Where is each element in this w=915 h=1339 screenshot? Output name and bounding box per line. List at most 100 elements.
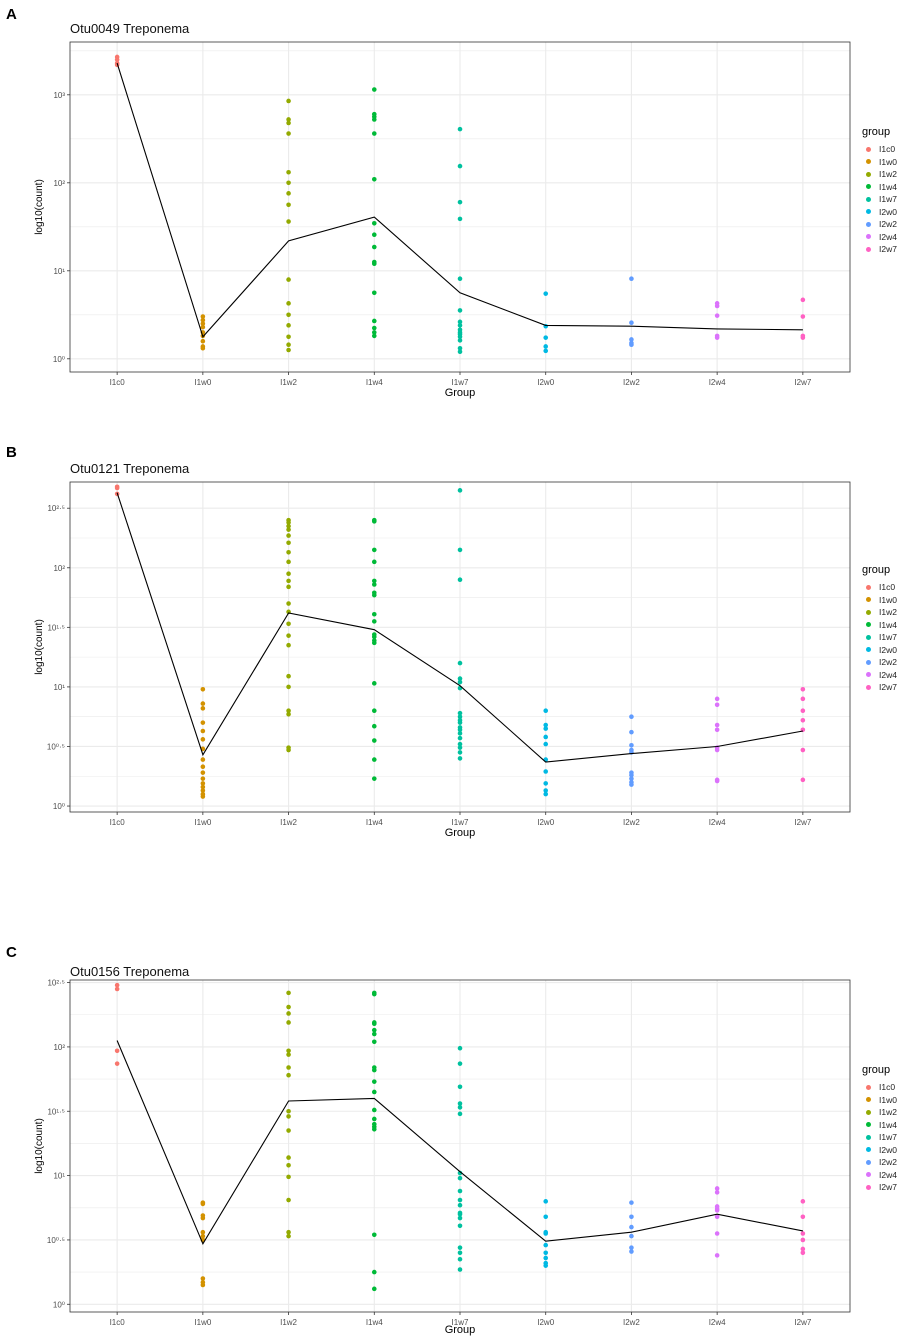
data-point	[629, 742, 634, 748]
legend-key	[866, 622, 871, 628]
legend-item: I2w7	[862, 1181, 897, 1194]
data-point	[714, 702, 720, 708]
x-tick-label: I1w7	[452, 818, 469, 827]
legend-label: I1w4	[879, 1119, 897, 1130]
data-point	[457, 1175, 463, 1181]
x-tick-label: I1w4	[366, 818, 383, 827]
legend-item: I1w7	[862, 1131, 897, 1144]
data-point	[286, 219, 291, 224]
data-point	[714, 727, 720, 733]
data-point	[457, 727, 463, 733]
legend-label: I2w0	[879, 1144, 897, 1155]
legend-key	[866, 196, 871, 202]
data-point	[200, 1276, 206, 1281]
data-point	[543, 741, 549, 747]
legend-label: I2w2	[879, 657, 897, 668]
data-point	[200, 784, 206, 790]
legend-key	[866, 1134, 871, 1140]
legend-item: I1c0	[862, 143, 897, 156]
data-point	[457, 735, 463, 741]
x-axis-title: Group	[445, 387, 476, 399]
data-point	[114, 986, 120, 992]
legend: group I1c0 I1w0 I1w2 I1w4 I1w7 I2w0 I2w2 I2w4 I2…	[862, 1064, 897, 1194]
data-point	[457, 1215, 463, 1221]
data-point	[286, 549, 291, 555]
data-point	[286, 323, 291, 328]
data-point	[800, 1214, 806, 1220]
data-point	[200, 338, 206, 344]
data-point	[714, 303, 720, 309]
data-point	[371, 261, 377, 267]
y-tick-label: 10²	[53, 1043, 65, 1052]
legend-label: I2w7	[879, 244, 897, 255]
chart-title: Otu0156 Treponema	[70, 964, 190, 979]
data-point	[200, 1201, 206, 1207]
panel-b: B Otu0121 Treponema 10⁰ 10⁰·⁵ 10¹ 10¹·⁵ 10² 1…	[0, 440, 915, 850]
data-point	[457, 349, 463, 355]
x-tick-label: I2w2	[623, 378, 640, 387]
data-point	[543, 722, 549, 728]
data-point	[800, 314, 806, 319]
legend-key	[866, 1109, 871, 1115]
data-point	[371, 776, 377, 781]
legend-label: I2w7	[879, 682, 897, 693]
y-tick-label: 10⁰	[53, 1300, 65, 1309]
data-point	[371, 723, 377, 729]
legend-item: I1c0	[862, 581, 897, 594]
data-point	[800, 777, 806, 783]
data-point	[371, 318, 377, 324]
data-point	[371, 1269, 377, 1275]
data-point	[629, 1245, 634, 1250]
data-point	[629, 772, 634, 778]
data-point	[457, 1202, 463, 1208]
data-point	[371, 220, 377, 226]
data-point	[457, 547, 463, 553]
legend-key	[866, 1084, 871, 1090]
data-point	[543, 1231, 549, 1236]
y-tick-label: 10¹	[53, 267, 65, 276]
data-point	[371, 708, 377, 714]
data-point	[800, 335, 806, 340]
chart-c: 10⁰ 10⁰·⁵ 10¹ 10¹·⁵ 10² 10²·⁵ I1c0 I1w0 I1w2 I1w4…	[34, 979, 851, 1336]
panel-letter: A	[6, 6, 17, 23]
data-point	[286, 1163, 291, 1168]
y-tick-label: 10¹·⁵	[47, 1107, 65, 1116]
legend-item: I1c0	[862, 1081, 897, 1094]
data-point	[371, 1079, 377, 1084]
data-point	[200, 321, 206, 326]
data-point	[200, 317, 206, 323]
data-point	[371, 582, 377, 587]
data-point	[200, 770, 206, 775]
data-point	[371, 325, 377, 331]
legend-label: I1c0	[879, 1082, 896, 1093]
legend: group I1c0 I1w0 I1w2 I1w4 I1w7 I2w0 I2w2 I2w4 I2…	[862, 126, 897, 256]
data-point	[457, 1256, 463, 1262]
data-point	[371, 290, 377, 296]
panel-letter: B	[6, 444, 17, 461]
data-point	[286, 601, 291, 606]
data-point	[286, 533, 291, 538]
x-tick-label: I2w2	[623, 818, 640, 827]
data-point	[371, 1031, 377, 1037]
legend-item: I1w7	[862, 631, 897, 644]
data-point	[371, 176, 377, 182]
data-point	[371, 1107, 377, 1113]
data-point	[457, 199, 463, 205]
legend-label: I1w7	[879, 194, 897, 205]
mean-line	[116, 1040, 804, 1246]
data-point	[457, 750, 463, 755]
data-point	[543, 788, 549, 793]
legend-item: I2w4	[862, 1169, 897, 1182]
data-point	[286, 277, 291, 282]
legend-item: I1w7	[862, 193, 897, 206]
data-point	[371, 232, 377, 238]
data-point	[457, 745, 463, 750]
data-point	[457, 741, 463, 747]
data-point	[629, 276, 634, 282]
data-point	[371, 1027, 377, 1033]
data-point	[457, 714, 463, 719]
data-point	[457, 126, 463, 132]
data-point	[371, 330, 377, 335]
data-point	[457, 720, 463, 725]
legend-label: I1c0	[879, 144, 896, 155]
